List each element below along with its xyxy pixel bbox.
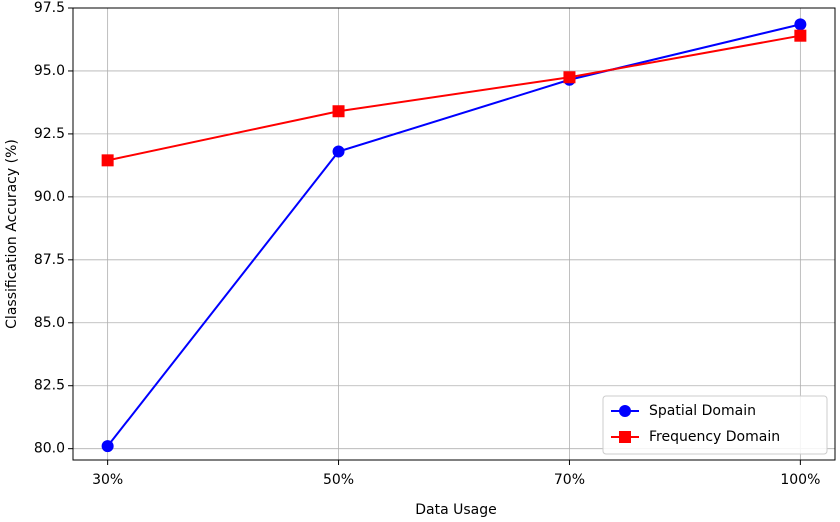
marker bbox=[332, 145, 345, 158]
marker bbox=[563, 71, 576, 84]
y-tick-label: 97.5 bbox=[34, 0, 65, 16]
plot-frame bbox=[72, 7, 836, 461]
x-axis-label: Data Usage bbox=[415, 502, 497, 518]
legend-marker bbox=[619, 431, 631, 443]
legend-box bbox=[602, 395, 828, 455]
line bbox=[106, 23, 801, 447]
marker bbox=[101, 154, 114, 167]
line bbox=[107, 34, 801, 162]
marker bbox=[101, 440, 114, 453]
y-tick-label: 95.0 bbox=[34, 63, 65, 79]
marker bbox=[794, 18, 807, 31]
y-tick-label: 85.0 bbox=[34, 315, 65, 331]
marker bbox=[332, 105, 345, 118]
x-tick-label: 30% bbox=[92, 472, 123, 488]
x-tick-label: 100% bbox=[780, 472, 820, 488]
y-axis-label: Classification Accuracy (%) bbox=[4, 139, 20, 329]
marker bbox=[794, 29, 807, 42]
y-tick-label: 92.5 bbox=[34, 126, 65, 142]
y-tick-label: 80.0 bbox=[34, 441, 65, 457]
y-tick-label: 87.5 bbox=[34, 252, 65, 268]
y-tick-label: 82.5 bbox=[34, 378, 65, 394]
legend-label: Spatial Domain bbox=[649, 403, 756, 419]
legend-marker bbox=[619, 405, 631, 417]
legend-label: Frequency Domain bbox=[649, 429, 780, 445]
y-tick-label: 90.0 bbox=[34, 189, 65, 205]
x-tick-label: 50% bbox=[323, 472, 354, 488]
x-tick-label: 70% bbox=[554, 472, 585, 488]
